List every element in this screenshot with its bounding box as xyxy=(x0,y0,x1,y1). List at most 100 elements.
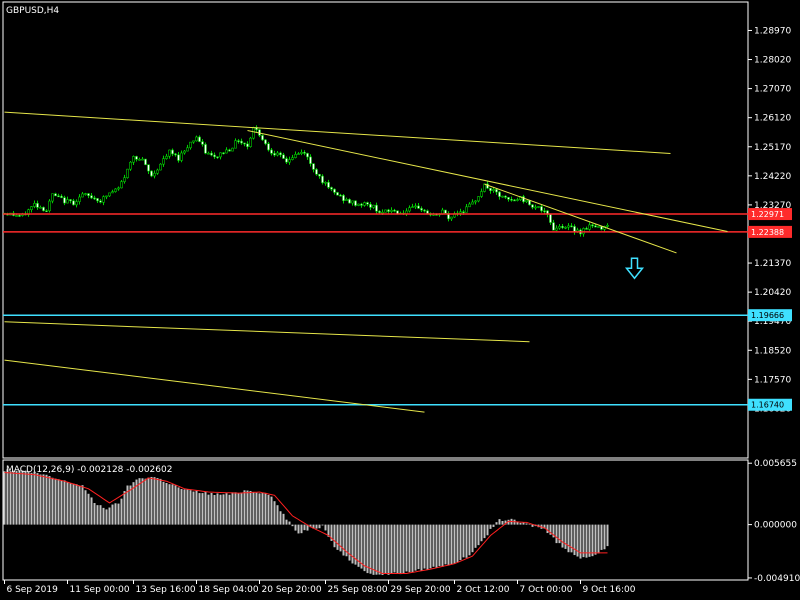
candle-body xyxy=(216,156,219,159)
candle-body xyxy=(126,168,129,178)
candle-body xyxy=(234,140,237,149)
macd-bar xyxy=(111,504,114,525)
price-tick-label: 1.24220 xyxy=(754,172,791,182)
candle-body xyxy=(222,152,225,155)
macd-bar xyxy=(6,469,9,525)
macd-bar xyxy=(531,524,534,527)
macd-bar xyxy=(429,524,432,569)
macd-bar xyxy=(150,476,153,525)
candle-body xyxy=(72,200,75,206)
macd-bar xyxy=(504,520,507,525)
macd-bar xyxy=(36,473,39,525)
macd-bar xyxy=(243,490,246,525)
candle-body xyxy=(207,152,210,155)
candle-body xyxy=(102,196,105,203)
macd-bar xyxy=(108,507,111,525)
time-tick-label: 7 Oct 00:00 xyxy=(520,585,573,595)
candle-body xyxy=(573,226,576,233)
candle-body xyxy=(240,140,243,144)
macd-bar xyxy=(375,524,378,575)
candle-body xyxy=(237,140,240,142)
macd-bar xyxy=(453,524,456,564)
macd-bar xyxy=(249,490,252,525)
macd-bar xyxy=(261,492,264,525)
candle-body xyxy=(498,191,501,197)
candle-body xyxy=(177,154,180,161)
macd-bar xyxy=(276,505,279,525)
macd-bar xyxy=(492,524,495,527)
candle-body xyxy=(324,181,327,184)
candle-body xyxy=(513,199,516,202)
candle-body xyxy=(276,152,279,156)
macd-bar xyxy=(189,490,192,525)
macd-bar xyxy=(558,524,561,544)
candle-body xyxy=(84,193,87,195)
macd-bar xyxy=(462,524,465,558)
candle-body xyxy=(210,152,213,156)
macd-bar xyxy=(72,483,75,525)
macd-bar xyxy=(366,524,369,574)
candle-body xyxy=(330,187,333,190)
macd-bar xyxy=(594,524,597,555)
macd-bar xyxy=(93,503,96,525)
macd-bar xyxy=(147,477,150,525)
candle-body xyxy=(204,144,207,154)
macd-bar xyxy=(54,478,57,525)
candle-body xyxy=(570,225,573,228)
macd-bar xyxy=(174,485,177,525)
macd-bar xyxy=(12,470,15,525)
macd-bar xyxy=(411,524,414,573)
candle-body xyxy=(471,201,474,205)
candle-body xyxy=(87,193,90,196)
candle-body xyxy=(336,192,339,196)
candle-body xyxy=(60,195,63,198)
time-tick-label: 2 Oct 12:00 xyxy=(457,585,510,595)
candle-body xyxy=(186,147,189,152)
candle-body xyxy=(333,188,336,193)
candle-body xyxy=(114,188,117,192)
candle-body xyxy=(228,149,231,152)
candle-body xyxy=(501,195,504,198)
candle-body xyxy=(312,163,315,170)
candle-body xyxy=(147,164,150,172)
candle-body xyxy=(138,158,141,161)
price-level-label: 1.22388 xyxy=(751,228,784,237)
candle-body xyxy=(150,170,153,177)
candle-body xyxy=(600,226,603,230)
macd-bar xyxy=(129,485,132,525)
macd-bar xyxy=(318,524,321,529)
macd-bar xyxy=(501,520,504,525)
macd-bar xyxy=(153,477,156,525)
macd-bar xyxy=(273,501,276,525)
price-tick-label: 1.21370 xyxy=(754,259,791,269)
time-tick-label: 20 Sep 20:00 xyxy=(262,585,322,595)
macd-bar xyxy=(60,480,63,525)
macd-panel-frame xyxy=(2,459,749,581)
macd-bar xyxy=(240,492,243,525)
trend-line xyxy=(4,321,530,343)
macd-bar xyxy=(201,493,204,525)
candle-body xyxy=(417,205,420,209)
trend-line xyxy=(247,130,728,233)
price-panel-frame xyxy=(2,1,749,459)
candle-body xyxy=(78,196,81,202)
candle-body xyxy=(390,209,393,212)
macd-bar xyxy=(372,524,375,575)
candle-body xyxy=(171,149,174,155)
candle-body xyxy=(261,135,264,141)
candle-body xyxy=(249,137,252,147)
candle-body xyxy=(162,158,165,165)
macd-bar xyxy=(354,524,357,565)
macd-bar xyxy=(126,485,129,525)
macd-bar xyxy=(564,524,567,549)
macd-bar xyxy=(543,524,546,529)
candle-body xyxy=(597,226,600,228)
macd-bar xyxy=(327,524,330,537)
candle-body xyxy=(408,207,411,212)
macd-bar xyxy=(219,494,222,525)
macd-bar xyxy=(459,524,462,561)
macd-bar xyxy=(345,524,348,557)
candle-body xyxy=(285,158,288,163)
candle-body xyxy=(303,152,306,154)
macd-bar xyxy=(438,524,441,567)
